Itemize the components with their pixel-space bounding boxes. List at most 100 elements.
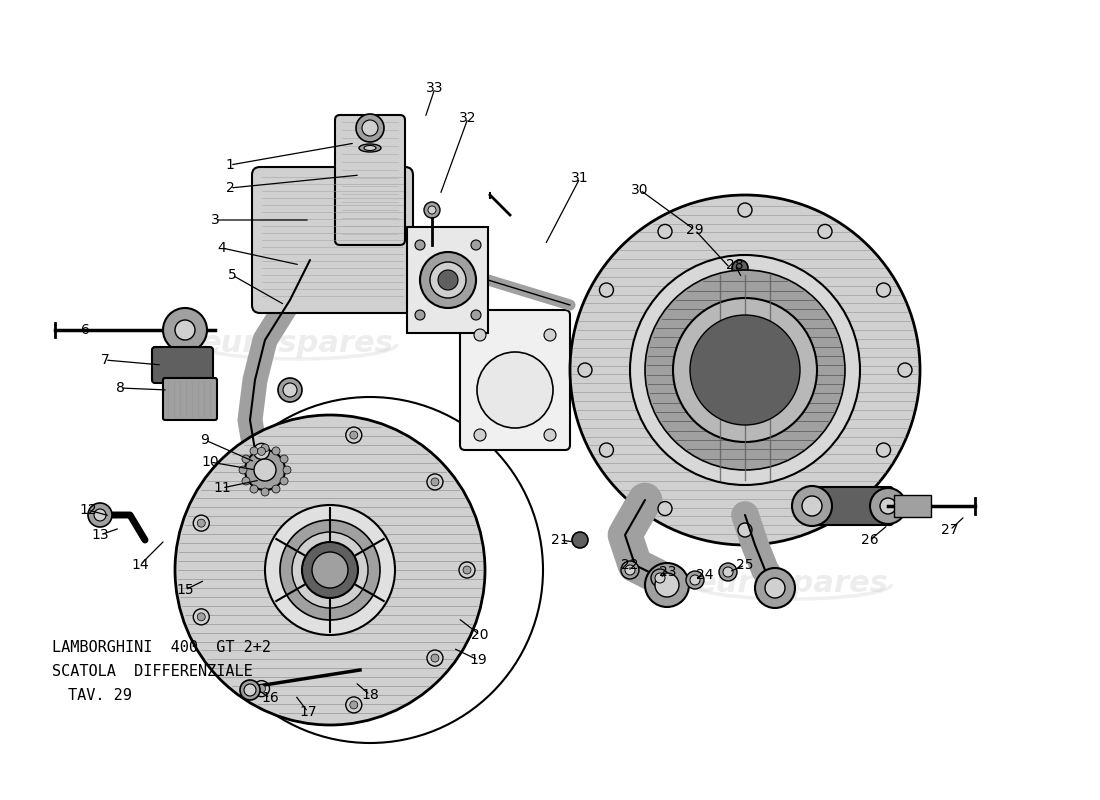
- Circle shape: [163, 308, 207, 352]
- Text: 17: 17: [299, 705, 317, 719]
- Circle shape: [877, 443, 891, 457]
- Circle shape: [673, 298, 817, 442]
- Circle shape: [578, 363, 592, 377]
- Circle shape: [283, 383, 297, 397]
- Circle shape: [428, 206, 436, 214]
- Circle shape: [431, 654, 439, 662]
- Circle shape: [818, 225, 832, 238]
- Circle shape: [471, 310, 481, 320]
- Text: eurospares: eurospares: [695, 330, 889, 358]
- Circle shape: [690, 315, 800, 425]
- Circle shape: [350, 701, 358, 709]
- Circle shape: [194, 609, 209, 625]
- Circle shape: [471, 240, 481, 250]
- Text: 16: 16: [261, 691, 279, 705]
- Text: 6: 6: [80, 323, 89, 337]
- Text: 19: 19: [469, 653, 487, 667]
- Circle shape: [818, 502, 832, 515]
- Text: 28: 28: [726, 258, 744, 272]
- Circle shape: [474, 429, 486, 441]
- Text: 7: 7: [100, 353, 109, 367]
- Text: 4: 4: [218, 241, 227, 255]
- Text: 1: 1: [226, 158, 234, 172]
- Circle shape: [245, 450, 285, 490]
- FancyBboxPatch shape: [163, 378, 217, 420]
- Circle shape: [877, 283, 891, 297]
- Circle shape: [356, 114, 384, 142]
- FancyBboxPatch shape: [252, 167, 412, 313]
- Text: 32: 32: [460, 111, 476, 125]
- FancyBboxPatch shape: [894, 495, 931, 517]
- Circle shape: [427, 650, 443, 666]
- Text: 30: 30: [631, 183, 649, 197]
- Circle shape: [292, 532, 368, 608]
- Circle shape: [570, 195, 920, 545]
- FancyBboxPatch shape: [336, 115, 405, 245]
- Circle shape: [345, 697, 362, 713]
- Circle shape: [463, 566, 471, 574]
- Circle shape: [197, 519, 206, 527]
- Circle shape: [732, 260, 748, 276]
- Text: 5: 5: [228, 268, 236, 282]
- Circle shape: [302, 542, 358, 598]
- Text: LAMBORGHINI  400  GT 2+2: LAMBORGHINI 400 GT 2+2: [52, 641, 271, 655]
- Circle shape: [420, 252, 476, 308]
- Circle shape: [654, 573, 679, 597]
- Circle shape: [253, 443, 270, 459]
- Circle shape: [94, 509, 106, 521]
- Circle shape: [645, 563, 689, 607]
- Text: 25: 25: [736, 558, 754, 572]
- Circle shape: [265, 505, 395, 635]
- Text: 29: 29: [686, 223, 704, 237]
- Text: eurospares: eurospares: [695, 570, 889, 598]
- Circle shape: [278, 378, 303, 402]
- Circle shape: [438, 270, 458, 290]
- Text: 26: 26: [861, 533, 879, 547]
- Circle shape: [658, 225, 672, 238]
- Circle shape: [600, 443, 614, 457]
- Circle shape: [244, 684, 256, 696]
- Circle shape: [625, 565, 635, 575]
- FancyBboxPatch shape: [807, 487, 893, 525]
- FancyBboxPatch shape: [407, 227, 488, 333]
- FancyBboxPatch shape: [460, 310, 570, 450]
- Circle shape: [898, 363, 912, 377]
- Circle shape: [690, 575, 700, 585]
- Circle shape: [257, 685, 265, 693]
- Circle shape: [362, 120, 378, 136]
- Circle shape: [430, 262, 466, 298]
- Text: 24: 24: [696, 568, 714, 582]
- Circle shape: [658, 502, 672, 515]
- Circle shape: [261, 488, 270, 496]
- Circle shape: [272, 447, 280, 455]
- Text: eurospares: eurospares: [200, 570, 394, 598]
- Circle shape: [651, 569, 669, 587]
- Circle shape: [197, 397, 543, 743]
- Circle shape: [654, 573, 666, 583]
- Text: 11: 11: [213, 481, 231, 495]
- Circle shape: [544, 429, 556, 441]
- Circle shape: [280, 520, 380, 620]
- Text: 2: 2: [226, 181, 234, 195]
- Circle shape: [600, 283, 614, 297]
- Circle shape: [792, 486, 832, 526]
- Circle shape: [870, 488, 906, 524]
- Circle shape: [723, 567, 733, 577]
- Circle shape: [802, 496, 822, 516]
- Circle shape: [250, 447, 258, 455]
- Text: SCATOLA  DIFFERENZIALE: SCATOLA DIFFERENZIALE: [52, 665, 253, 679]
- Text: 12: 12: [79, 503, 97, 517]
- Circle shape: [686, 571, 704, 589]
- Ellipse shape: [359, 144, 381, 152]
- Text: 18: 18: [361, 688, 378, 702]
- Text: 3: 3: [210, 213, 219, 227]
- Circle shape: [415, 240, 425, 250]
- Text: 27: 27: [942, 523, 959, 537]
- Circle shape: [239, 466, 248, 474]
- Circle shape: [250, 485, 258, 493]
- Circle shape: [621, 561, 639, 579]
- Circle shape: [719, 563, 737, 581]
- Circle shape: [261, 444, 270, 452]
- Circle shape: [738, 523, 752, 537]
- Circle shape: [544, 329, 556, 341]
